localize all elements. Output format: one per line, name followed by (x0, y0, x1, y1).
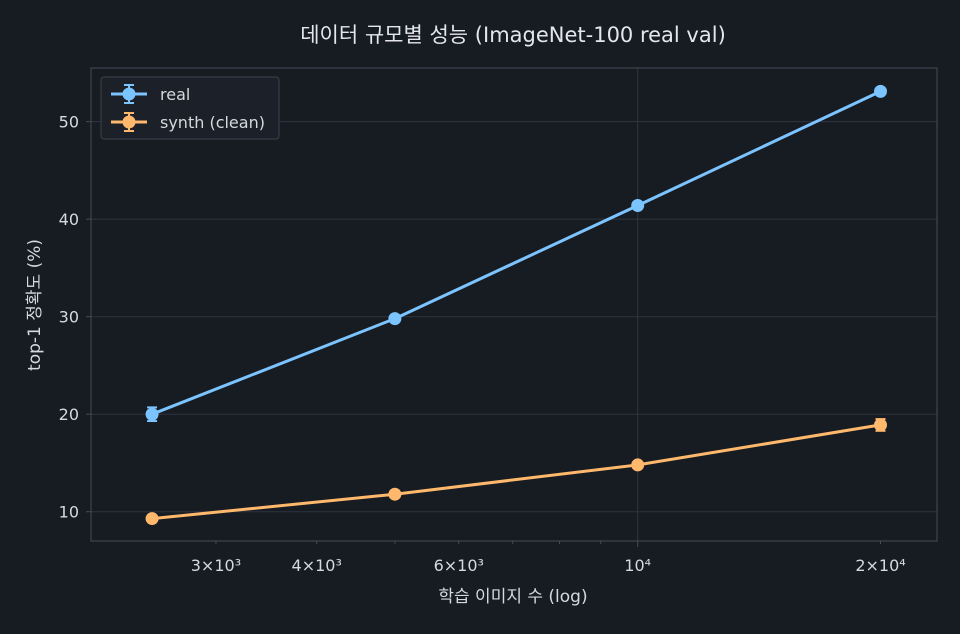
data-point (874, 84, 888, 98)
x-tick-label: 6×10³ (434, 556, 484, 575)
y-tick-label: 30 (59, 308, 79, 327)
x-tick-label: 10⁴ (624, 556, 651, 575)
series-line (151, 423, 881, 521)
series (145, 84, 888, 526)
y-tick-label: 50 (59, 113, 79, 132)
legend-item-real: real (111, 84, 190, 104)
y-tick-label: 40 (59, 210, 79, 229)
data-point (874, 418, 888, 432)
legend-item-synth-clean: synth (clean) (111, 112, 265, 132)
x-tick-label: 3×10³ (191, 556, 241, 575)
x-tick-label: 4×10³ (292, 556, 342, 575)
data-point (145, 407, 159, 421)
legend-marker (122, 115, 136, 129)
y-axis-label: top-1 정확도 (%) (25, 239, 45, 371)
data-point (388, 312, 402, 326)
legend-label: synth (clean) (160, 113, 265, 132)
data-point (388, 487, 402, 501)
data-point (145, 512, 159, 526)
y-tick-label: 10 (59, 503, 79, 522)
legend: real synth (clean) (100, 76, 280, 140)
series-real (145, 84, 888, 423)
x-tick-label: 2×10⁴ (855, 556, 905, 575)
series-line (151, 90, 882, 416)
series-synth-clean (145, 418, 888, 526)
data-point (631, 458, 645, 472)
x-axis-label: 학습 이미지 수 (log) (438, 587, 587, 607)
legend-marker (122, 87, 136, 101)
plot-area (90, 67, 938, 542)
chart-title: 데이터 규모별 성능 (ImageNet-100 real val) (300, 23, 726, 47)
y-tick-label: 20 (59, 405, 79, 424)
axis-ticks: 10 20 30 40 50 3×10³ 4×10³ 6×10³ 10⁴ 2×10⁴ (59, 113, 906, 575)
legend-label: real (160, 85, 190, 104)
data-point (631, 199, 645, 213)
